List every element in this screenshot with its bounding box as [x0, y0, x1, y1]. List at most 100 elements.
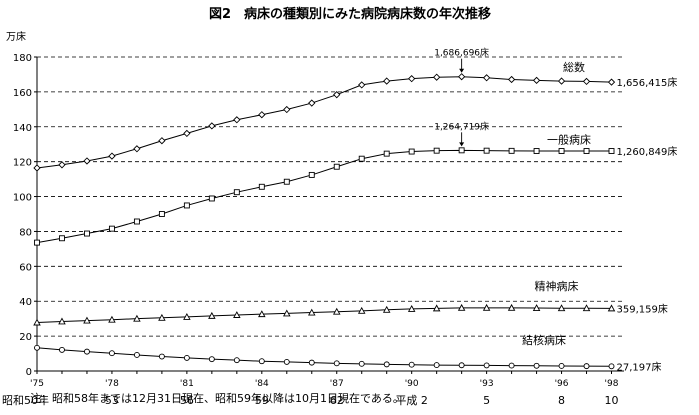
data-point [158, 353, 165, 360]
data-point [233, 189, 240, 196]
data-point [408, 361, 415, 368]
series-name-label: 一般病床 [547, 132, 591, 146]
data-point [308, 359, 315, 366]
data-point [233, 357, 240, 364]
data-point [208, 195, 215, 202]
series-end-label: 27,197床 [617, 360, 662, 373]
data-point [208, 311, 216, 319]
data-point [432, 304, 441, 312]
era-tick-label: 62 [330, 394, 344, 407]
data-point [408, 74, 416, 83]
data-point [557, 304, 566, 312]
data-point [59, 235, 65, 242]
data-point [408, 148, 415, 155]
data-point [233, 116, 241, 124]
data-point [533, 148, 540, 154]
peak-annotation-arrowhead [459, 142, 465, 147]
series-line [36, 347, 612, 367]
data-point [183, 312, 191, 320]
data-point [133, 145, 141, 153]
data-point [308, 308, 316, 316]
series-name-label: 総数 [563, 60, 585, 74]
data-point [383, 77, 391, 85]
x-tick-label: '75 [30, 379, 44, 389]
series-line [36, 149, 612, 244]
plot-area: 0 20 40 60 80 100 120 140 160 180 '75 昭和50年 '78 53 '81… [2, 47, 677, 407]
data-point [508, 147, 515, 154]
data-point [283, 358, 290, 365]
y-tick-label: 180 [13, 53, 32, 64]
data-point [608, 363, 615, 370]
x-tick-label: '78 [105, 379, 119, 389]
chart-note: 注：昭和58年までは12月31日現在、昭和59年以降は10月1日現在である。 [30, 391, 404, 405]
data-point [108, 152, 116, 160]
data-point [84, 348, 90, 355]
data-point [583, 363, 590, 370]
data-point [258, 358, 265, 365]
data-point [557, 77, 566, 85]
era-tick-label: 53 [105, 394, 119, 407]
y-tick-label: 120 [13, 158, 32, 169]
data-point [607, 304, 616, 312]
data-point [108, 315, 116, 323]
data-point [283, 105, 291, 114]
era-tick-label: 59 [255, 394, 269, 407]
data-point [108, 225, 115, 232]
era-tick-label: 昭和50年 [2, 393, 49, 407]
y-tick-label: 40 [19, 297, 32, 308]
data-point [84, 230, 90, 237]
era-tick-label: 8 [558, 394, 565, 407]
data-point [83, 157, 91, 165]
x-tick-label: '93 [480, 379, 494, 389]
peak-annotation-label: 1,686,696床 [434, 47, 489, 59]
series-end-label: 359,159床 [617, 302, 668, 315]
data-point [458, 73, 466, 81]
y-tick-label: 0 [26, 367, 32, 378]
data-point [308, 99, 316, 107]
data-point [383, 361, 390, 368]
peak-annotation-arrowhead [459, 68, 465, 73]
x-tick-label: '90 [405, 379, 419, 389]
data-point [458, 147, 465, 154]
series-end-label: 1,260,849床 [617, 145, 678, 158]
x-tick-label: '96 [555, 379, 569, 389]
y-tick-label: 60 [19, 262, 32, 273]
series-name-label: 精神病床 [535, 279, 579, 293]
data-point [383, 150, 390, 157]
data-point [83, 316, 91, 324]
data-point [532, 304, 541, 311]
era-tick-label: 10 [605, 394, 619, 407]
data-point [507, 303, 516, 311]
data-point [208, 356, 215, 363]
data-point [33, 318, 41, 326]
data-point [33, 164, 41, 172]
data-point [308, 171, 315, 178]
data-point [34, 344, 40, 351]
data-point [59, 346, 65, 353]
series-name-label: 結核病床 [522, 333, 566, 347]
series-line [36, 307, 612, 324]
data-point [507, 75, 516, 84]
data-point [382, 305, 391, 313]
x-tick-label: '84 [255, 379, 269, 389]
data-point [233, 311, 241, 318]
data-point [208, 122, 216, 130]
data-point [58, 317, 66, 325]
data-point [558, 148, 565, 154]
y-axis-unit-label: 万床 [6, 30, 26, 43]
data-point [558, 362, 565, 369]
data-point [183, 354, 190, 361]
era-tick-label: 5 [483, 394, 490, 407]
data-point [108, 350, 115, 357]
data-point [433, 73, 441, 81]
data-point [532, 76, 541, 85]
data-point [483, 362, 490, 369]
data-point [607, 78, 616, 86]
data-point [283, 178, 290, 185]
data-point [158, 313, 166, 321]
data-point [358, 360, 365, 367]
data-point [283, 309, 291, 317]
x-tick-label: '87 [330, 379, 344, 389]
peak-annotation-label: 1,264,719床 [434, 120, 489, 132]
